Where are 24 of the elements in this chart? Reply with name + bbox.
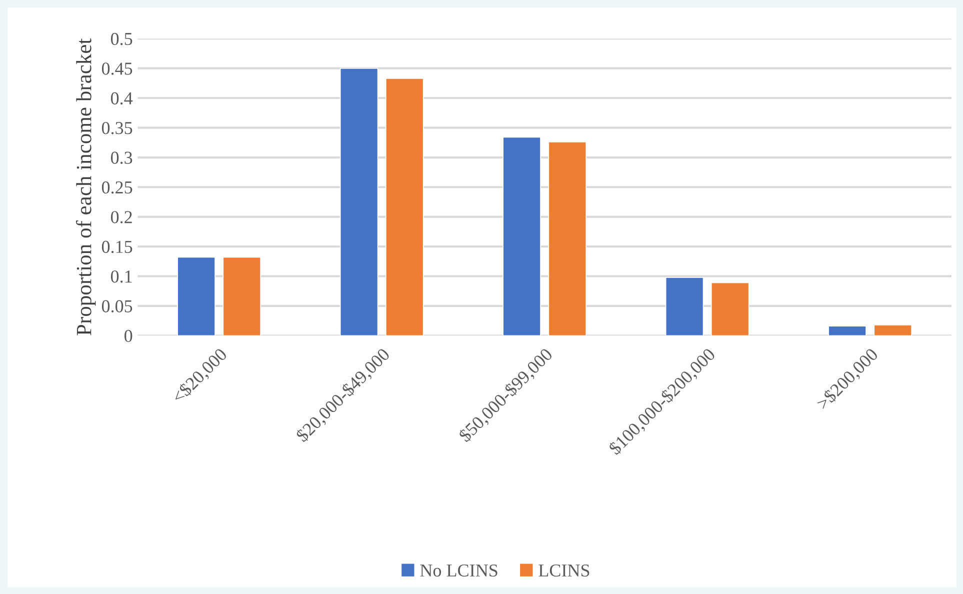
bar: [874, 324, 912, 336]
bar: [548, 142, 586, 336]
y-tick-label: 0.5: [110, 32, 132, 46]
bar: [177, 256, 216, 336]
y-axis-title: Proportion of each income bracket: [76, 38, 96, 336]
y-tick-label: 0.15: [102, 240, 132, 254]
y-tick-label: 0.1: [110, 270, 132, 283]
y-tick-label: 0.25: [102, 181, 132, 194]
y-tick-label: 0.3: [110, 152, 132, 164]
bar: [502, 136, 541, 336]
y-tick-label: 0.05: [102, 300, 132, 312]
y-tick-label: 0.35: [102, 122, 132, 134]
y-tick-label: 0: [124, 330, 132, 342]
legend-label: LCINS: [538, 564, 590, 577]
bar: [340, 68, 378, 336]
bar: [665, 276, 704, 336]
bar: [385, 78, 424, 336]
y-tick-label: 0.45: [102, 62, 132, 75]
y-tick-label: 0.2: [110, 211, 132, 224]
y-tick-label: 0.4: [110, 92, 133, 105]
bar: [828, 326, 866, 336]
bar: [222, 256, 262, 336]
bar: [710, 282, 750, 336]
legend-label: No LCINS: [420, 564, 498, 577]
